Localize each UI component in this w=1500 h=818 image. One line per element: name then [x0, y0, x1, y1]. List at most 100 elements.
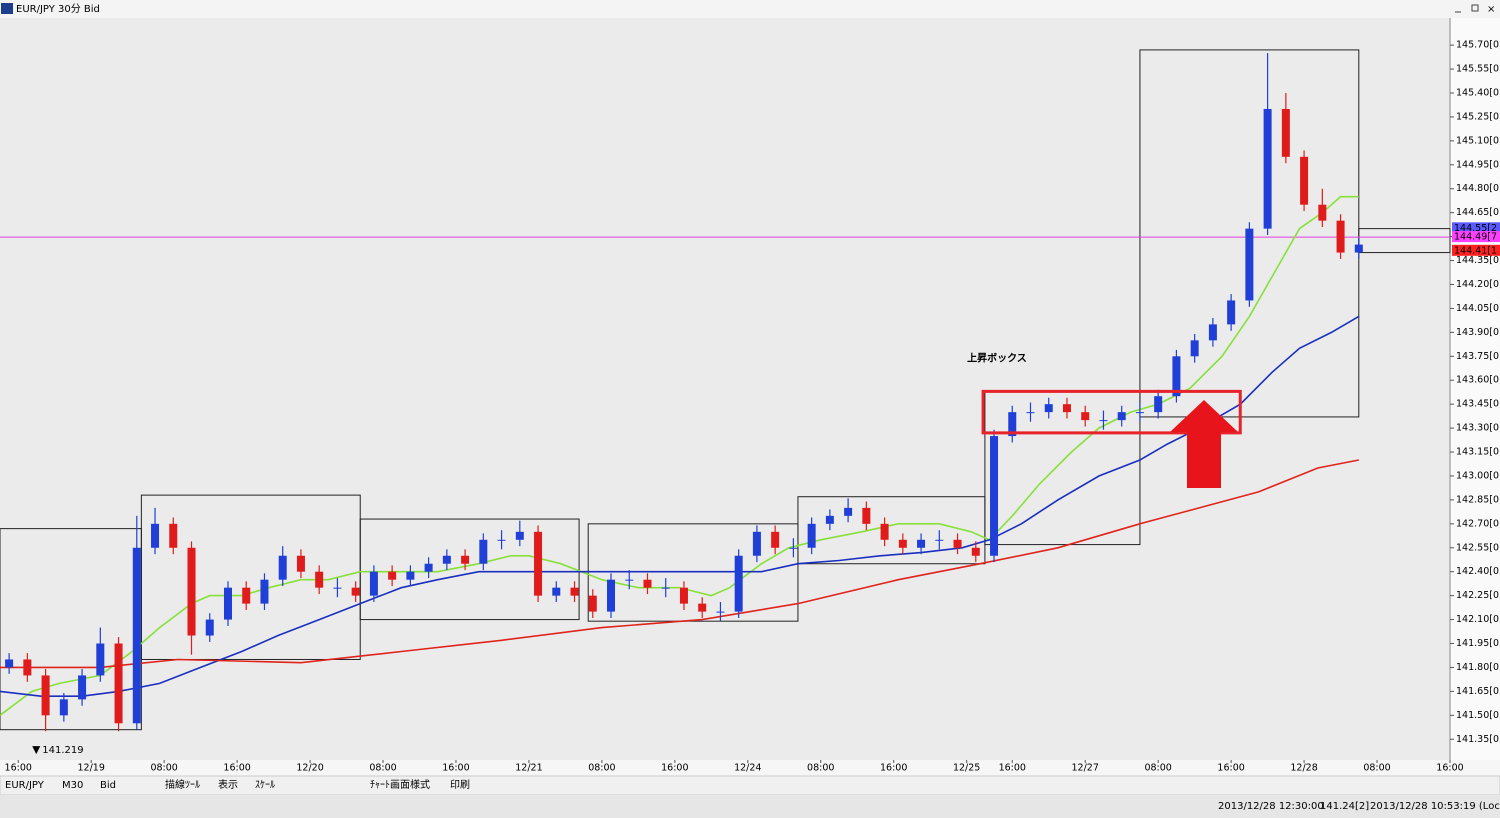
- x-tick-label: 16:00: [5, 763, 32, 774]
- price-label-bg: [1452, 231, 1500, 243]
- status-field: 2013/12/28 12:30:00: [1218, 801, 1324, 812]
- toolbar-item[interactable]: Bid: [100, 780, 116, 791]
- price-axis: [1450, 18, 1500, 760]
- candle-body: [661, 587, 670, 589]
- y-tick-label: 143.75[0]: [1456, 351, 1500, 362]
- toolbar-item[interactable]: M30: [62, 780, 83, 791]
- toolbar-item[interactable]: ｽｹｰﾙ: [255, 779, 275, 791]
- candle-body: [935, 539, 944, 541]
- toolbar-item[interactable]: 描線ﾂｰﾙ: [165, 778, 200, 791]
- range-box: [359, 518, 580, 621]
- y-tick-label: 143.15[0]: [1456, 447, 1500, 458]
- y-tick-label: 145.70[0]: [1456, 40, 1500, 51]
- x-tick-label: 12/28: [1290, 763, 1317, 774]
- y-tick-label: 142.85[0]: [1456, 494, 1500, 505]
- x-tick-label: 12/20: [296, 763, 323, 774]
- x-tick-label: 16:00: [223, 763, 250, 774]
- candle-body: [497, 539, 506, 541]
- candle-body: [1172, 356, 1181, 397]
- y-tick-label: 143.00[0]: [1456, 470, 1500, 481]
- candle-body: [369, 571, 378, 596]
- candle-body: [78, 675, 87, 700]
- candle-body: [771, 531, 780, 548]
- y-tick-label: 144.05[0]: [1456, 303, 1500, 314]
- candle-body: [1099, 420, 1108, 422]
- y-tick-label: 141.65[0]: [1456, 686, 1500, 697]
- x-tick-label: 08:00: [588, 763, 615, 774]
- x-tick-label: 16:00: [999, 763, 1026, 774]
- x-tick-label: 16:00: [1217, 763, 1244, 774]
- chart-layers: 141.35[0] 141.50[0] 141.65[0] 141.80[0] 141.…: [0, 40, 1500, 812]
- moving-average: [0, 315, 1360, 697]
- toolbar-item[interactable]: 表示: [218, 778, 238, 791]
- toolbar-item[interactable]: 印刷: [450, 779, 470, 791]
- y-tick-label: 145.10[0]: [1456, 135, 1500, 146]
- y-tick-label: 142.70[0]: [1456, 518, 1500, 529]
- candle-body: [461, 555, 470, 564]
- candle-body: [698, 603, 707, 612]
- candle-body: [679, 587, 688, 604]
- title-bar: [0, 0, 1500, 18]
- candle-body: [570, 587, 579, 596]
- y-tick-label: 142.40[0]: [1456, 566, 1500, 577]
- candle-body: [1263, 108, 1272, 229]
- app-icon: [1, 3, 13, 14]
- close-button[interactable]: ×: [1487, 4, 1495, 15]
- x-tick-label: 16:00: [1436, 763, 1463, 774]
- candle-body: [917, 539, 926, 548]
- y-tick-label: 142.55[0]: [1456, 542, 1500, 553]
- y-tick-label: 145.55[0]: [1456, 64, 1500, 75]
- x-tick-label: 16:00: [442, 763, 469, 774]
- candle-body: [588, 595, 597, 612]
- candle-body: [96, 643, 105, 676]
- candle-body: [169, 523, 178, 548]
- candle-body: [1281, 108, 1290, 157]
- y-tick-label: 144.95[0]: [1456, 159, 1500, 170]
- candle-body: [187, 547, 196, 636]
- plot-area: [0, 18, 1450, 760]
- candle-body: [953, 539, 962, 548]
- candle-body: [1026, 412, 1035, 414]
- price-label-bg: [1452, 244, 1500, 256]
- status-field: 141.24[2]: [1320, 801, 1369, 812]
- candle-body: [990, 436, 999, 556]
- candle-body: [1245, 228, 1254, 301]
- toolbar-item[interactable]: ﾁｬｰﾄ画面様式: [370, 778, 430, 791]
- y-tick-label: 144.20[0]: [1456, 279, 1500, 290]
- y-tick-label: 144.80[0]: [1456, 183, 1500, 194]
- candle-body: [807, 523, 816, 548]
- restore-button[interactable]: [1471, 4, 1479, 12]
- window-buttons[interactable]: ×: [1455, 4, 1495, 15]
- candle-body: [278, 555, 287, 580]
- x-tick-label: 08:00: [1363, 763, 1390, 774]
- status-field: 2013/12/28 10:53:19 (Local): [1370, 801, 1500, 812]
- candle-body: [825, 515, 834, 524]
- y-tick-label: 144.35[0]: [1456, 255, 1500, 266]
- candle-body: [479, 539, 488, 564]
- low-marker: [32, 746, 41, 755]
- candle-body: [643, 579, 652, 588]
- x-tick-label: 08:00: [369, 763, 396, 774]
- candle-body: [1154, 396, 1163, 413]
- candle-body: [1117, 412, 1126, 421]
- y-tick-label: 143.30[0]: [1456, 423, 1500, 434]
- y-tick-label: 143.60[0]: [1456, 375, 1500, 386]
- candle-body: [23, 659, 32, 676]
- x-tick-label: 12/21: [515, 763, 542, 774]
- candle-body: [789, 547, 798, 549]
- candle-body: [333, 587, 342, 589]
- candle-body: [1354, 244, 1363, 253]
- y-tick-label: 143.90[0]: [1456, 327, 1500, 338]
- candle-body: [898, 539, 907, 548]
- candle-body: [1062, 404, 1071, 413]
- status-bar: [0, 795, 1500, 818]
- x-tick-label: 16:00: [661, 763, 688, 774]
- candle-body: [862, 507, 871, 524]
- y-tick-label: 142.25[0]: [1456, 590, 1500, 601]
- candle-body: [5, 659, 14, 668]
- y-tick-label: 142.10[0]: [1456, 614, 1500, 625]
- candle-body: [1208, 324, 1217, 341]
- moving-average: [0, 459, 1359, 669]
- toolbar-item[interactable]: EUR/JPY: [5, 780, 45, 791]
